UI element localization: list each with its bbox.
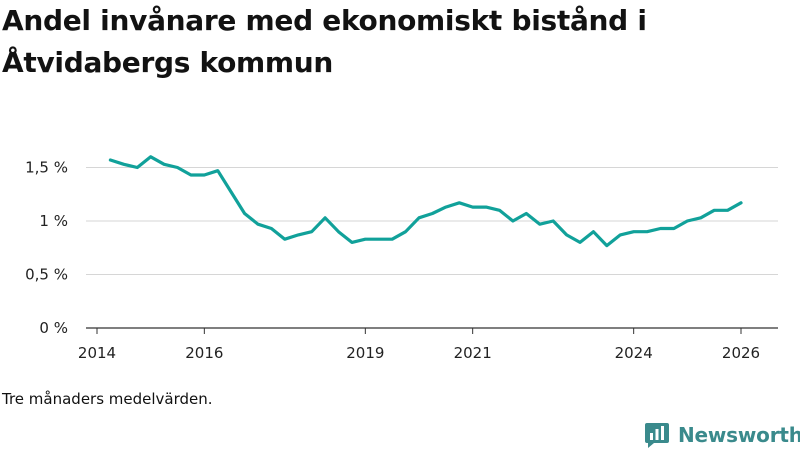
series-line <box>108 155 743 248</box>
y-tick-label: 0 % <box>39 319 68 337</box>
gridlines <box>86 167 778 275</box>
y-tick-label: 0,5 % <box>25 266 68 284</box>
chart-caption: Tre månaders medelvärden. <box>2 390 213 408</box>
y-tick-label: 1,5 % <box>25 159 68 177</box>
brand-name: Newsworthy <box>678 423 800 447</box>
newsworthy-logo-icon <box>645 423 669 448</box>
x-tick-label: 2014 <box>78 344 116 362</box>
x-tick-label: 2019 <box>346 344 384 362</box>
series-group <box>108 155 743 248</box>
y-axis-ticks: 0 % 0,5 % 1 % 1,5 % <box>25 159 68 338</box>
x-tick-label: 2026 <box>722 344 760 362</box>
y-tick-label: 1 % <box>39 212 68 230</box>
x-tick-label: 2016 <box>185 344 223 362</box>
x-tick-label: 2021 <box>454 344 492 362</box>
brand-logo: Newsworthy <box>644 420 800 450</box>
x-tick-label: 2024 <box>615 344 653 362</box>
chart-title: Andel invånare med ekonomiskt bistånd i … <box>2 4 647 79</box>
x-axis: 2014 2016 2019 2021 2024 2026 <box>78 327 778 362</box>
